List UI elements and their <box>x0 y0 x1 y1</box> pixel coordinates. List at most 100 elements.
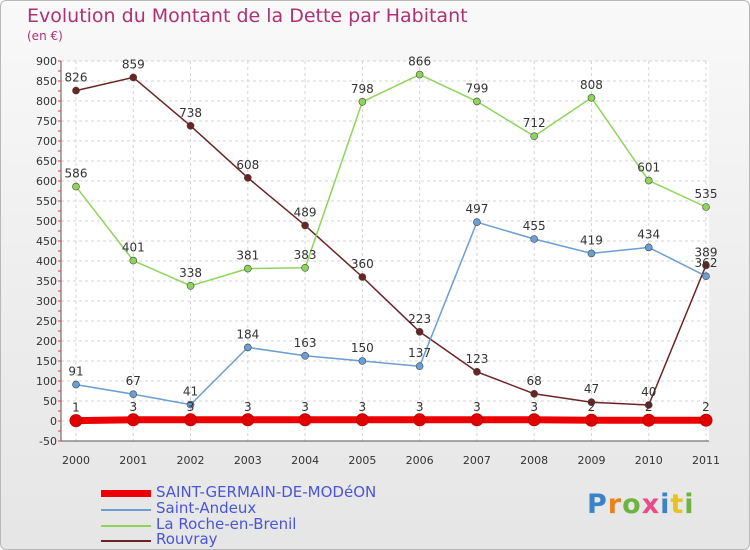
data-point <box>301 263 309 272</box>
data-label: 3 <box>359 400 367 414</box>
x-tick-label: 2001 <box>119 454 147 467</box>
series-line <box>72 416 710 425</box>
data-label: 123 <box>465 352 488 366</box>
data-point <box>69 414 83 428</box>
data-label: 608 <box>236 158 259 172</box>
data-point <box>702 272 710 281</box>
x-tick-label: 2000 <box>62 454 90 467</box>
y-tick-label: 850 <box>36 75 57 88</box>
data-point <box>358 98 367 106</box>
y-tick-label: 550 <box>36 195 57 208</box>
x-tick-label: 2006 <box>406 454 434 467</box>
data-point <box>186 122 195 130</box>
x-tick-label: 2010 <box>635 454 663 467</box>
y-tick-label: 650 <box>36 155 57 168</box>
x-tick-label: 2005 <box>348 454 376 467</box>
data-label: 489 <box>294 205 317 219</box>
data-point <box>644 243 653 252</box>
data-point <box>241 413 255 427</box>
series-line <box>75 221 707 406</box>
data-label: 338 <box>179 266 202 280</box>
data-point <box>72 86 80 95</box>
data-point <box>355 413 369 427</box>
data-point <box>186 281 195 290</box>
data-label: 41 <box>183 385 198 399</box>
data-label: 712 <box>523 116 546 130</box>
data-point <box>644 401 653 409</box>
y-tick-label: 200 <box>36 335 57 348</box>
data-label: 381 <box>236 249 259 263</box>
logo-letter: x <box>641 489 661 520</box>
logo-letter: i <box>684 489 695 520</box>
data-point <box>186 400 195 409</box>
y-tick-label: 100 <box>36 375 57 388</box>
data-point <box>244 264 252 273</box>
data-label: 401 <box>122 241 145 255</box>
data-point <box>527 413 541 427</box>
logo-letter: i <box>660 489 671 520</box>
y-tick-label: 800 <box>36 95 57 108</box>
legend-label-rouvray: Rouvray <box>156 530 218 548</box>
data-point <box>644 176 653 185</box>
data-point <box>358 273 367 281</box>
data-label: 2 <box>702 400 710 414</box>
data-label: 91 <box>68 365 83 379</box>
data-point <box>470 413 484 427</box>
data-label: 586 <box>65 167 88 181</box>
data-point <box>642 413 656 427</box>
data-label: 3 <box>473 400 481 414</box>
data-label: 2 <box>645 400 653 414</box>
data-point <box>587 249 596 258</box>
y-tick-label: 150 <box>36 355 57 368</box>
data-label: 419 <box>580 233 603 247</box>
proxiti-logo[interactable]: Proxiti <box>587 489 695 520</box>
y-tick-label: 450 <box>36 235 57 248</box>
data-label: 223 <box>408 312 431 326</box>
data-label: 826 <box>65 71 88 85</box>
y-tick-label: 50 <box>43 395 57 408</box>
data-label: 184 <box>236 327 259 341</box>
chart-unit: (en €) <box>27 29 63 43</box>
data-point <box>298 413 312 427</box>
data-point <box>301 221 309 230</box>
data-label: 362 <box>695 256 718 270</box>
data-point <box>129 390 138 399</box>
data-point <box>587 94 596 102</box>
y-tick-label: 400 <box>36 255 57 268</box>
legend-label-saint-germain-de-modeon: SAINT-GERMAIN-DE-MODéON <box>156 483 377 501</box>
data-label: 2 <box>588 400 596 414</box>
y-tick-label: -50 <box>39 435 57 448</box>
data-point <box>129 256 138 265</box>
x-tick-label: 2003 <box>234 454 262 467</box>
series-3 <box>72 73 710 409</box>
data-point <box>244 174 252 182</box>
data-point <box>358 357 367 365</box>
data-label: 3 <box>244 400 252 414</box>
data-point <box>473 367 481 376</box>
data-point <box>129 73 138 82</box>
y-tick-label: 0 <box>50 415 57 428</box>
data-label: 68 <box>527 374 542 388</box>
y-tick-label: 500 <box>36 215 57 228</box>
data-point <box>72 380 80 389</box>
data-point <box>184 413 198 427</box>
data-label: 1 <box>72 401 80 415</box>
x-tick-label: 2004 <box>291 454 319 467</box>
data-label: 150 <box>351 341 374 355</box>
data-label: 40 <box>641 385 656 399</box>
data-point <box>415 327 424 336</box>
data-label: 383 <box>294 248 317 262</box>
y-tick-label: 300 <box>36 295 57 308</box>
legend-label-saint-andeux: Saint-Andeux <box>156 499 257 517</box>
data-point <box>473 97 481 106</box>
data-label: 601 <box>637 161 660 175</box>
data-label: 47 <box>584 382 599 396</box>
y-tick-label: 700 <box>36 135 57 148</box>
data-label: 3 <box>187 400 195 414</box>
series-line <box>75 73 707 287</box>
data-point <box>415 70 424 79</box>
data-point <box>530 235 538 243</box>
legend-label-la-roche-en-brenil: La Roche-en-Brenil <box>156 515 297 533</box>
legend-swatch-saint-germain-de-modeon <box>101 490 151 497</box>
data-point <box>244 343 252 352</box>
